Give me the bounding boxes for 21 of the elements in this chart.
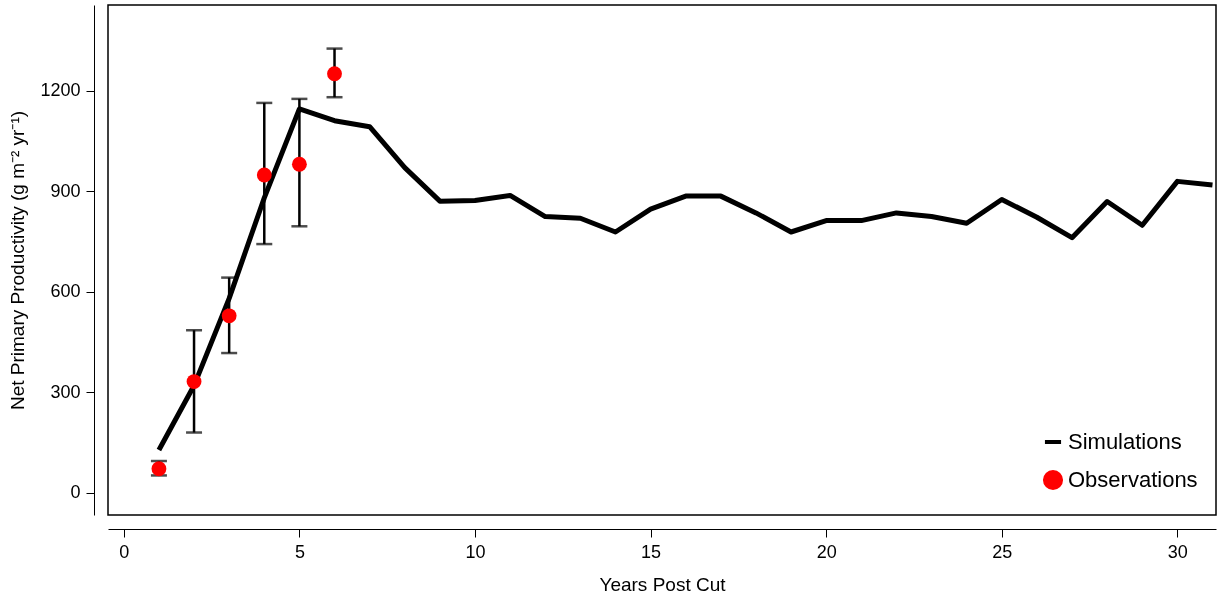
point — [327, 66, 342, 82]
x-tick-label: 25 — [992, 541, 1013, 562]
y-tick-label: 1200 — [40, 80, 81, 100]
x-tick-label: 15 — [641, 541, 662, 562]
x-tick-label: 5 — [294, 541, 305, 562]
y-tick-label: 0 — [70, 482, 81, 503]
y-tick-label: 900 — [50, 180, 81, 201]
y-axis-title: Net Primary Productivity (g m⁻² yr⁻¹) — [7, 110, 29, 411]
point — [256, 167, 272, 183]
x-axis-title: Years Post Cut — [599, 573, 727, 595]
y-tick-label: 300 — [50, 381, 81, 402]
point — [291, 156, 307, 172]
x-tick-label: 10 — [465, 541, 486, 562]
legend-label: Simulations — [1068, 429, 1182, 454]
x-tick-label: 0 — [119, 541, 130, 562]
x-tick-label: 20 — [816, 541, 837, 562]
y-tick-label: 600 — [50, 281, 81, 302]
point — [221, 308, 237, 324]
point — [186, 374, 202, 389]
legend-label: Observations — [1068, 467, 1198, 492]
x-tick-label: 30 — [1167, 541, 1188, 562]
